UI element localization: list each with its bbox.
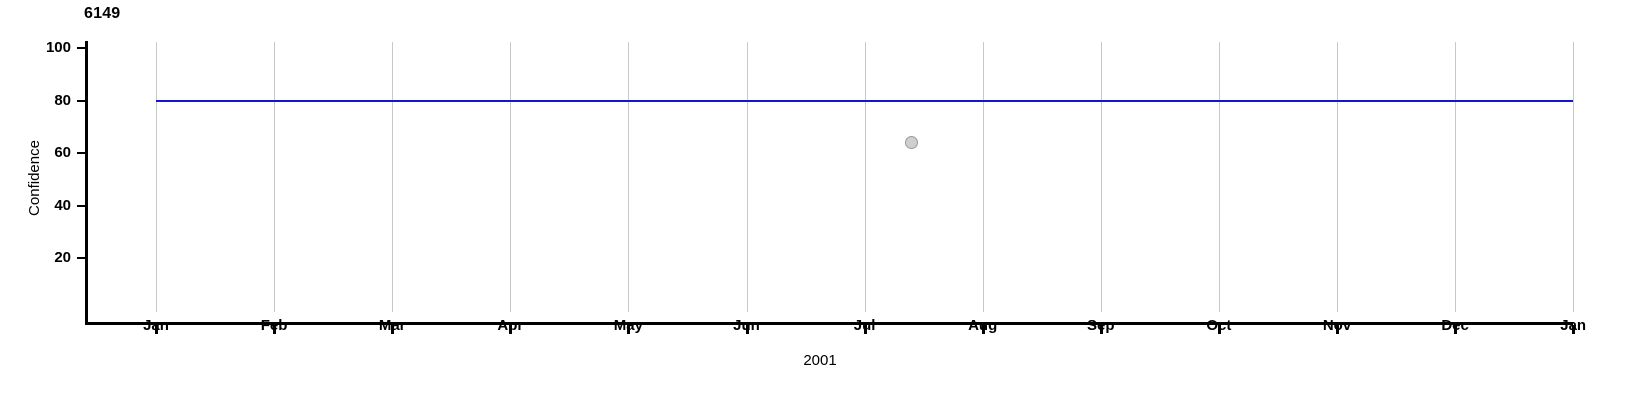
y-axis-tick — [77, 99, 86, 102]
data-point-marker[interactable] — [904, 135, 918, 149]
x-axis-tick-label: Nov — [1322, 317, 1352, 334]
x-axis-tick-label: Mar — [378, 317, 406, 334]
gridline-vertical — [510, 42, 512, 312]
gridline-vertical — [746, 42, 748, 312]
x-axis-tick-label: Apr — [497, 317, 524, 334]
x-axis-tick-label: Sep — [1087, 317, 1115, 334]
x-axis-tick-label: Oct — [1206, 317, 1232, 334]
y-axis-tick-label: 20 — [54, 249, 71, 266]
gridline-vertical — [864, 42, 866, 312]
gridline-vertical — [392, 42, 394, 312]
gridline-vertical — [1337, 42, 1338, 312]
x-axis-tick — [981, 325, 985, 334]
x-axis-tick — [509, 325, 513, 334]
y-axis-tick — [77, 204, 86, 207]
x-axis-tick — [1454, 325, 1458, 334]
x-axis-tick-label: Jan — [1560, 317, 1587, 334]
x-axis-tick-label: Aug — [968, 317, 998, 334]
gridline-vertical — [982, 42, 984, 312]
x-axis-title-text: 2001 — [803, 352, 837, 369]
threshold-line — [156, 99, 1574, 102]
x-axis-tick — [863, 325, 867, 334]
gridline-vertical — [1100, 42, 1102, 312]
y-axis-tick-label: 100 — [45, 39, 71, 56]
y-axis-tick-label: 60 — [54, 144, 71, 161]
x-axis-tick-label: Dec — [1441, 317, 1469, 334]
gridline-vertical — [1455, 42, 1457, 312]
x-axis-tick — [745, 325, 749, 334]
x-axis-tick — [1572, 325, 1576, 334]
x-axis-tick-label: Jan — [143, 317, 169, 334]
y-axis-tick-label: 80 — [54, 91, 71, 109]
x-axis-tick-label: Jun — [733, 317, 760, 334]
x-axis-line — [85, 322, 1573, 325]
x-axis-tick — [155, 325, 158, 334]
gridline-vertical — [628, 42, 630, 312]
x-axis-tick-label: May — [613, 317, 643, 334]
gridline-vertical — [274, 42, 276, 312]
y-axis-tick — [77, 152, 86, 154]
chart-title: 6149 — [84, 5, 121, 22]
x-axis-tick-label: Feb — [260, 317, 288, 334]
gridline-vertical — [1218, 42, 1220, 312]
y-axis-tick — [77, 257, 86, 259]
gridline-vertical — [1573, 42, 1575, 312]
y-axis-tick — [77, 47, 86, 49]
x-axis-tick — [1099, 325, 1103, 334]
y-axis-line — [85, 41, 88, 325]
y-axis-tick-label: 40 — [54, 196, 71, 214]
x-axis-tick-label: Jul — [853, 317, 876, 334]
x-axis-tick — [627, 325, 631, 334]
x-axis-tick — [1336, 325, 1339, 334]
x-axis-tick — [391, 325, 395, 334]
x-axis-tick — [1217, 325, 1221, 334]
gridline-vertical — [156, 42, 157, 312]
x-axis-tick — [273, 325, 277, 334]
x-axis-title: 2001 — [0, 352, 1650, 370]
